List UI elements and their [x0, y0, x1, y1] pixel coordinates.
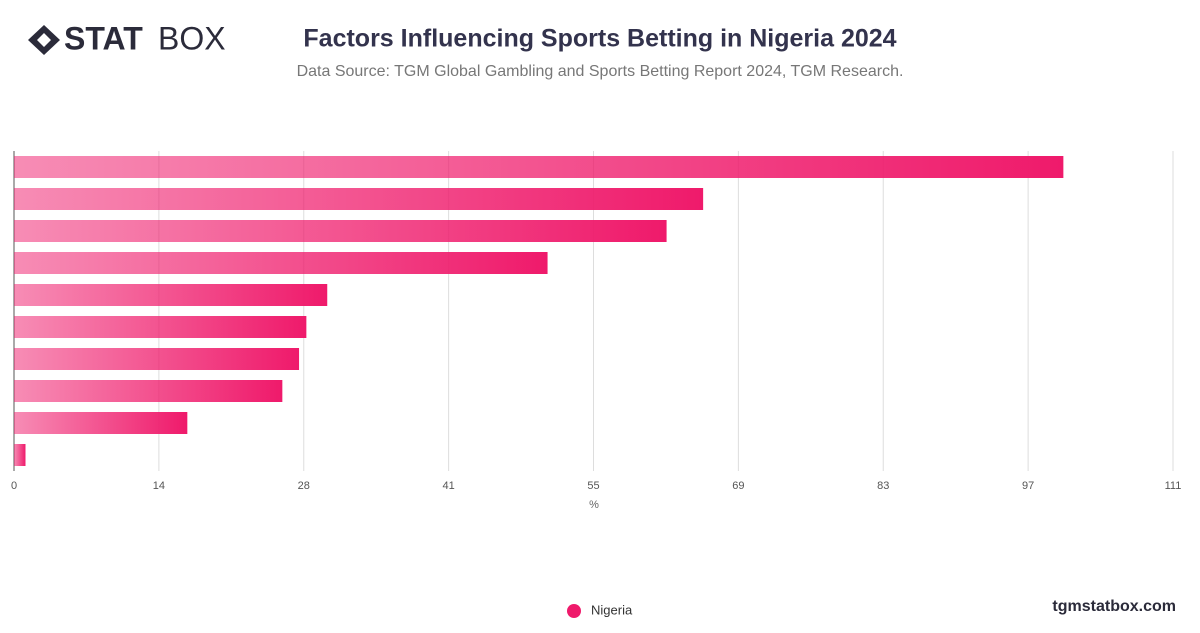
x-axis-label: % [589, 499, 599, 511]
bar [14, 412, 188, 434]
bar [14, 252, 548, 274]
x-tick-label: 111 [1165, 480, 1182, 492]
logo-light: BOX [158, 20, 226, 56]
chart-title: Factors Influencing Sports Betting in Ni… [303, 25, 896, 53]
x-tick-label: 97 [1022, 480, 1034, 492]
x-tick-label: 14 [153, 480, 165, 492]
bar [14, 316, 307, 338]
x-tick-label: 0 [11, 480, 17, 492]
legend-marker [567, 604, 581, 618]
x-tick-label: 55 [587, 480, 599, 492]
chart-subtitle: Data Source: TGM Global Gambling and Spo… [297, 63, 904, 80]
bar [14, 284, 328, 306]
bar [14, 156, 1064, 178]
x-tick-label: 69 [732, 480, 744, 492]
logo-bold: STAT [64, 20, 143, 56]
legend-label[interactable]: Nigeria [591, 602, 633, 617]
logo-icon [28, 25, 60, 55]
footer: tgmstatbox.com [1052, 598, 1176, 615]
bar [14, 348, 300, 370]
logo: STAT BOX [28, 20, 226, 56]
bar [14, 188, 704, 210]
x-tick-label: 41 [443, 480, 455, 492]
x-tick-label: 28 [298, 480, 310, 492]
x-tick-label: 83 [877, 480, 889, 492]
bar [14, 444, 26, 466]
bar [14, 380, 283, 402]
bar [14, 220, 667, 242]
